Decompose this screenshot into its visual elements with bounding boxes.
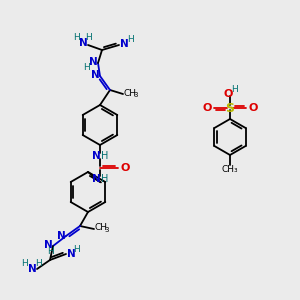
Text: CH: CH (124, 88, 136, 98)
Text: 3: 3 (134, 92, 138, 98)
Text: O: O (248, 103, 258, 113)
Text: 3: 3 (105, 227, 109, 233)
Text: N: N (57, 231, 65, 241)
Text: H: H (232, 85, 238, 94)
Text: N: N (120, 39, 128, 49)
Text: N: N (92, 151, 100, 161)
Text: H: H (48, 248, 54, 256)
Text: N: N (88, 57, 98, 67)
Text: O: O (120, 163, 130, 173)
Text: H: H (101, 151, 109, 161)
Text: CH₃: CH₃ (222, 166, 238, 175)
Text: N: N (79, 38, 87, 48)
Text: H: H (84, 62, 90, 71)
Text: N: N (91, 70, 99, 80)
Text: N: N (92, 174, 100, 184)
Text: H: H (127, 34, 134, 43)
Text: N: N (67, 249, 75, 259)
Text: H: H (34, 259, 41, 268)
Text: N: N (28, 264, 36, 274)
Text: H: H (22, 259, 28, 268)
Text: N: N (44, 240, 52, 250)
Text: CH: CH (94, 224, 107, 232)
Text: H: H (74, 245, 80, 254)
Text: H: H (85, 32, 92, 41)
Text: S: S (226, 101, 235, 115)
Text: H: H (73, 32, 80, 41)
Text: O: O (223, 89, 233, 99)
Text: H: H (101, 174, 109, 184)
Text: O: O (202, 103, 212, 113)
